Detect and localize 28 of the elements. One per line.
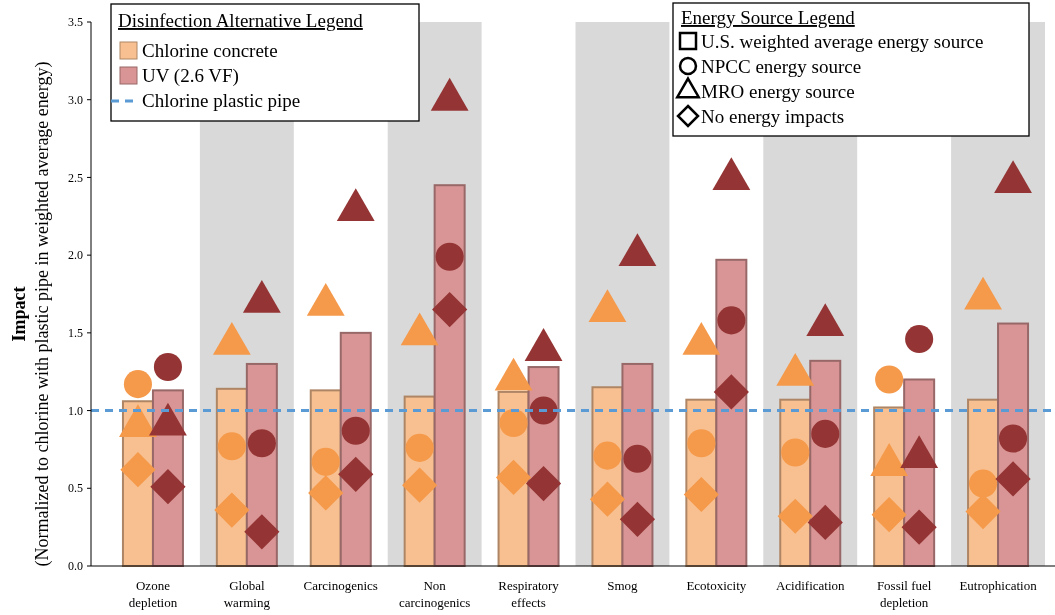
x-tick-label: Non carcinogenics (398, 578, 471, 610)
y-tick-label: 2.0 (68, 248, 83, 263)
annotation: NPCC energy source (701, 56, 862, 77)
legend-label: UV (2.6 VF) (142, 65, 239, 87)
x-tick-label: Smog (607, 578, 639, 593)
legend-title: Disinfection Alternative Legend (118, 10, 364, 31)
y-tick-label: 1.5 (68, 326, 83, 341)
annotation: U.S. weighted average energy source (701, 31, 984, 52)
y-tick-label: 3.5 (68, 15, 83, 30)
x-tick-label: Carcinogenics (303, 578, 378, 593)
legend-label: Chlorine concrete (142, 40, 278, 61)
x-tick-label: Respiratory effects (498, 578, 560, 610)
y-tick-label: 2.5 (68, 170, 83, 185)
y-tick-label: 0.0 (68, 559, 83, 574)
x-tick-label: Fossil fuel depletion (876, 578, 932, 610)
annotation: No energy impacts (701, 106, 845, 127)
x-tick-label: Ecotoxicity (686, 578, 747, 593)
y-axis-title: Impact (Normalized to chlorine with plastic pipe in weighted average energy) (9, 61, 53, 567)
x-tick-label: Global warming (223, 578, 271, 610)
annotation: Energy Source Legend (681, 7, 856, 28)
y-tick-label: 1.0 (68, 403, 83, 418)
legend-label: Chlorine plastic pipe (142, 90, 301, 111)
x-tick-label: Eutrophication (959, 578, 1038, 593)
y-tick-label: 0.5 (68, 481, 83, 496)
x-tick-label: Acidification (775, 578, 846, 593)
x-tick-label: Ozone depletion (128, 578, 178, 610)
annotation: MRO energy source (701, 81, 855, 102)
y-tick-label: 3.0 (68, 92, 83, 107)
